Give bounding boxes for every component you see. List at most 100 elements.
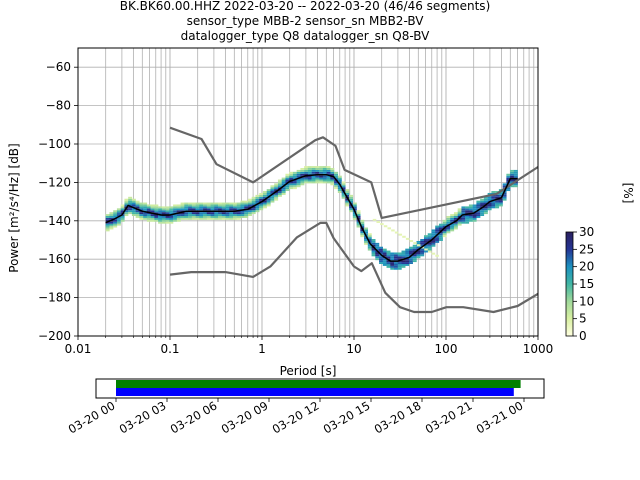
ppsd-bin	[270, 198, 275, 201]
y-tick-label: −160	[38, 252, 71, 266]
ppsd-bin	[128, 212, 133, 215]
ppsd-bin	[510, 179, 515, 182]
ppsd-bin	[180, 210, 185, 213]
ppsd-bin	[199, 208, 204, 211]
ppsd-bin	[382, 254, 387, 257]
timeline-bar	[116, 380, 521, 388]
ppsd-bin	[405, 258, 410, 261]
ppsd-bin	[105, 216, 110, 218]
ppsd-bin	[386, 256, 391, 259]
ppsd-bin	[337, 185, 342, 188]
ppsd-bin	[221, 204, 226, 207]
ppsd-bin	[472, 206, 477, 209]
ppsd-bin	[386, 265, 391, 268]
ppsd-bin	[270, 189, 275, 192]
ppsd-bin	[480, 202, 485, 205]
ppsd-bin	[274, 196, 279, 199]
ppsd-bin	[349, 198, 354, 201]
ppsd-bin	[326, 175, 331, 178]
ppsd-bin	[307, 179, 312, 182]
ppsd-bin	[251, 198, 256, 201]
ppsd-bin	[259, 198, 264, 201]
ppsd-bin	[116, 223, 121, 226]
ppsd-bin	[116, 219, 121, 222]
ppsd-bin	[424, 248, 428, 251]
ppsd-bin	[461, 210, 466, 213]
ppsd-bin	[146, 210, 151, 213]
ppsd-bin	[465, 210, 470, 213]
ppsd-bin	[296, 181, 301, 184]
ppsd-bin	[386, 264, 391, 266]
ppsd-bin	[468, 206, 473, 209]
ppsd-bin	[266, 194, 271, 197]
ppsd-bin	[259, 208, 264, 211]
ppsd-bin	[158, 208, 163, 211]
ppsd-bin	[349, 194, 354, 197]
ppsd-bin	[236, 214, 241, 216]
ppsd-bin	[240, 202, 245, 205]
ppsd-bin	[113, 225, 118, 228]
ppsd-bin	[502, 192, 507, 195]
ppsd-bin	[386, 252, 391, 255]
ppsd-bin	[218, 212, 222, 215]
ppsd-bin	[412, 260, 417, 263]
ppsd-bin	[247, 198, 252, 201]
ppsd-bin	[135, 210, 140, 213]
ppsd-bin	[131, 200, 136, 203]
ppsd-bin	[427, 248, 432, 251]
ppsd-bin	[345, 189, 350, 192]
ppsd-bin	[116, 210, 121, 213]
ppsd-bin	[173, 204, 178, 207]
ppsd-bin	[472, 217, 477, 220]
ppsd-bin	[146, 204, 151, 207]
ppsd-bin	[334, 181, 339, 184]
ppsd-bin	[218, 202, 222, 205]
ppsd-bin	[341, 187, 346, 190]
ppsd-bin	[109, 214, 114, 216]
ppsd-heatmap	[105, 166, 518, 270]
ppsd-bin	[307, 166, 312, 168]
ppsd-bin	[236, 204, 241, 207]
ppsd-bin	[251, 210, 256, 213]
ppsd-bin	[161, 221, 166, 224]
ppsd-bin	[337, 189, 342, 192]
ppsd-bin	[442, 225, 447, 228]
ppsd-bin	[270, 194, 275, 197]
ppsd-bin	[491, 194, 496, 197]
ppsd-bin	[487, 206, 492, 209]
ppsd-bin	[401, 252, 406, 255]
y-axis-ticks: −200 −180 −160 −140 −120 −100 −80 −60	[38, 60, 78, 343]
ppsd-bin	[405, 237, 410, 240]
ppsd-bin	[491, 191, 496, 193]
ppsd-bin	[247, 210, 252, 213]
ppsd-bin	[169, 208, 174, 211]
ppsd-bin	[319, 175, 324, 178]
ppsd-bin	[408, 252, 413, 255]
ppsd-bin	[382, 250, 387, 253]
ppsd-bin	[218, 214, 222, 216]
ppsd-bin	[255, 196, 260, 199]
ppsd-bin	[289, 183, 294, 186]
ppsd-bin	[158, 217, 163, 220]
ppsd-bin	[397, 258, 402, 261]
ppsd-bin	[394, 256, 398, 259]
ppsd-bin	[191, 216, 196, 218]
ppsd-bin	[191, 204, 196, 207]
ppsd-bin	[143, 217, 148, 220]
ppsd-bin	[349, 206, 354, 209]
ppsd-bin	[304, 173, 309, 176]
timeline-tick-label: 03-20 12	[270, 398, 322, 436]
ppsd-bin	[135, 200, 140, 203]
ppsd-bin	[210, 214, 215, 216]
ppsd-bin	[270, 187, 275, 190]
ppsd-bin	[221, 216, 226, 218]
ppsd-bin	[180, 217, 185, 220]
ppsd-bin	[255, 194, 260, 197]
ppsd-bin	[360, 221, 365, 224]
ppsd-bin	[210, 208, 215, 211]
ppsd-bin	[124, 212, 129, 215]
y-tick-label: −120	[38, 175, 71, 189]
ppsd-bin	[311, 166, 316, 168]
ppsd-bin	[390, 267, 395, 270]
ppsd-bin	[113, 223, 118, 226]
